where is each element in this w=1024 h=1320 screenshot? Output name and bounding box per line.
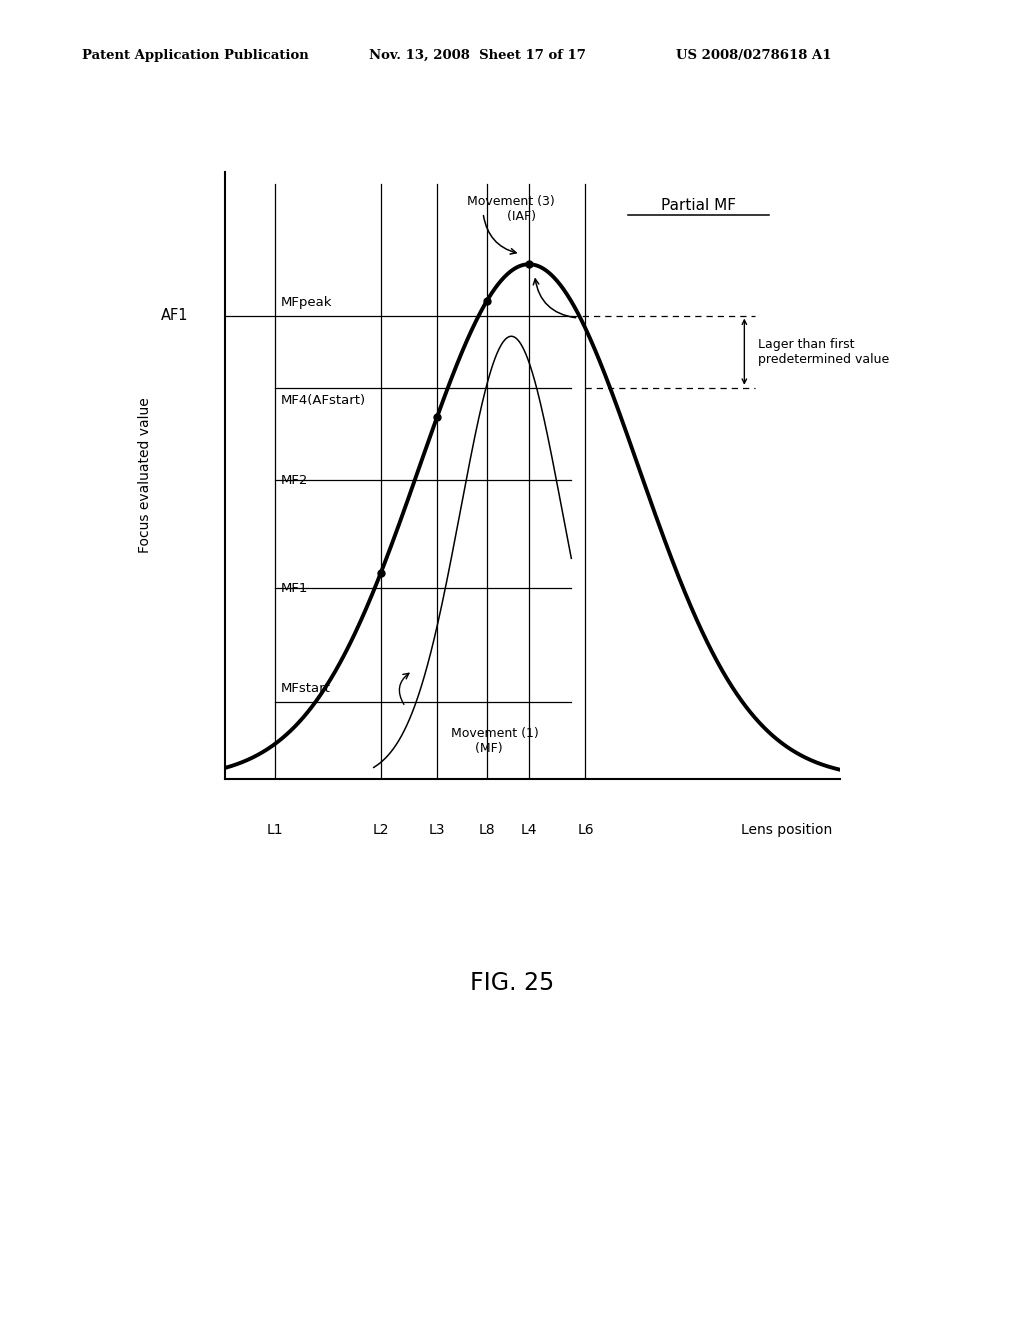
Text: MF1: MF1 [281,582,308,595]
Text: L1: L1 [266,822,283,837]
Text: MFpeak: MFpeak [281,296,332,309]
Text: L3: L3 [429,822,445,837]
Text: MF4(AFstart): MF4(AFstart) [281,395,366,407]
Text: FIG. 25: FIG. 25 [470,972,554,995]
Text: AF1: AF1 [161,308,188,323]
Text: Nov. 13, 2008  Sheet 17 of 17: Nov. 13, 2008 Sheet 17 of 17 [369,49,586,62]
Text: Movement (3)
     (IAF): Movement (3) (IAF) [467,195,555,223]
Text: Focus evaluated value: Focus evaluated value [138,397,153,553]
Text: Lager than first
predetermined value: Lager than first predetermined value [759,338,890,366]
Text: L2: L2 [373,822,389,837]
Text: Movement (1)
      (MF): Movement (1) (MF) [452,727,539,755]
Text: L8: L8 [478,822,495,837]
Text: MF2: MF2 [281,474,308,487]
Text: L4: L4 [520,822,538,837]
Text: Patent Application Publication: Patent Application Publication [82,49,308,62]
Text: Partial MF: Partial MF [660,198,736,213]
Text: Lens position: Lens position [741,822,833,837]
Text: MFstart: MFstart [281,682,330,696]
Text: L6: L6 [578,822,594,837]
Text: US 2008/0278618 A1: US 2008/0278618 A1 [676,49,831,62]
